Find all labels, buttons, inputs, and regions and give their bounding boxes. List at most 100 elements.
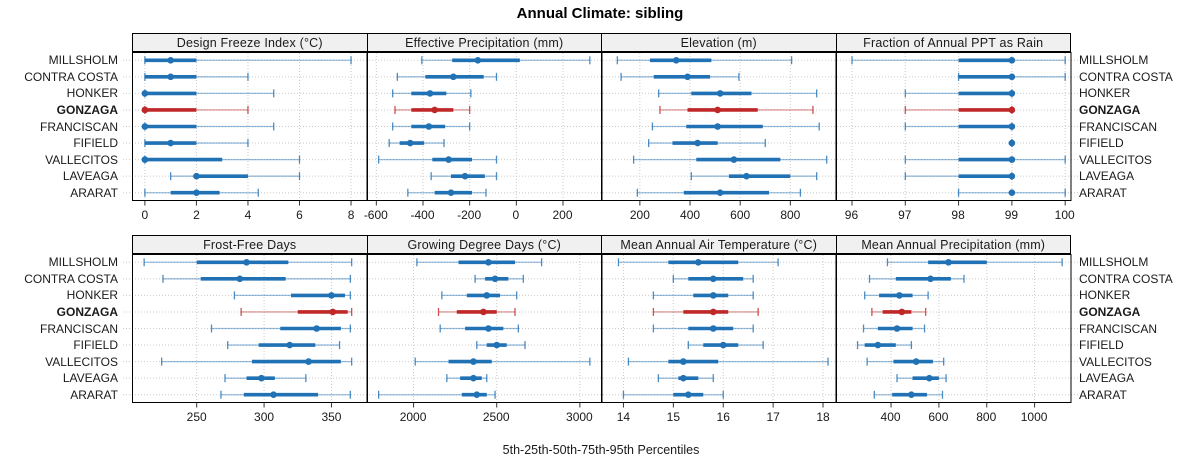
panel-plot: [366, 52, 602, 201]
site-label: CONTRA COSTA: [1079, 271, 1173, 286]
site-label-column-left: MILLSHOLM CONTRA COSTA HONKER GONZAGA FRANCI…: [0, 254, 125, 403]
axis-tick-label: 96: [844, 208, 859, 222]
axis-tick-label: 200: [552, 208, 573, 222]
site-label: MILLSHOLM: [48, 53, 118, 68]
panel-header: Growing Degree Days (°C): [366, 235, 602, 254]
site-label: FIFIELD: [73, 338, 118, 353]
axis-tick-label: 200: [629, 208, 650, 222]
site-label: GONZAGA: [56, 102, 118, 117]
panel-header: Elevation (m): [601, 33, 837, 52]
chart-title: Annual Climate: sibling: [516, 5, 684, 22]
site-label: LAVEAGA: [62, 371, 118, 386]
axis-ticks: [196, 403, 332, 408]
axis-tick-label: 600: [928, 410, 949, 424]
axis-tick-label: 100: [1054, 208, 1075, 222]
site-label: HONKER: [1079, 288, 1131, 303]
axis-tick-label: 2500: [482, 410, 510, 424]
site-label: LAVEAGA: [62, 169, 118, 184]
panel-plot: [601, 52, 837, 201]
axis-tick-label: 16: [716, 410, 730, 424]
axis-tick-label: 0: [512, 208, 520, 222]
axis-tick-label: 800: [780, 208, 801, 222]
site-label: MILLSHOLM: [1079, 53, 1149, 68]
site-label: ARARAT: [1079, 185, 1127, 200]
axis-ticks: [850, 201, 1066, 206]
axis-tick-label: 99: [1004, 208, 1019, 222]
axis-tick-label: 8: [347, 208, 355, 222]
site-label: FIFIELD: [73, 136, 118, 151]
site-label: FRANCISCAN: [39, 119, 118, 134]
axis-ticks: [639, 201, 791, 206]
axis-tick-label: 14: [616, 410, 631, 424]
site-label: FRANCISCAN: [1079, 321, 1158, 336]
site-label: FIFIELD: [1079, 136, 1124, 151]
panel-plot: [835, 52, 1071, 201]
panel-header: Frost-Free Days: [132, 235, 368, 254]
site-label-column-right: MILLSHOLM CONTRA COSTA HONKER GONZAGA FRANCI…: [1073, 254, 1193, 403]
axis-tick-label: 98: [951, 208, 965, 222]
site-label: FIFIELD: [1079, 338, 1124, 353]
site-label: ARARAT: [1079, 387, 1127, 402]
axis-tick-label: 400: [680, 208, 701, 222]
axis-tick-label: 300: [254, 410, 275, 424]
panel-plot: [132, 254, 368, 403]
panel-header: Fraction of Annual PPT as Rain: [835, 33, 1071, 52]
panel-header: Mean Annual Air Temperature (°C): [601, 235, 837, 254]
axis-ticks: [375, 201, 563, 206]
axis-ticks: [890, 403, 1035, 408]
axis-tick-label: 18: [816, 410, 830, 424]
axis-tick-label: 1000: [1020, 410, 1048, 424]
site-label-column-right: MILLSHOLM CONTRA COSTA HONKER GONZAGA FRANCI…: [1073, 52, 1193, 201]
site-label: GONZAGA: [1079, 304, 1141, 319]
axis-tick-label: 15: [666, 410, 681, 424]
axis-tick-label: 400: [880, 410, 901, 424]
site-label: GONZAGA: [56, 304, 118, 319]
site-label: MILLSHOLM: [1079, 255, 1149, 270]
axis-ticks: [622, 403, 824, 408]
site-label: CONTRA COSTA: [24, 69, 118, 84]
axis-tick-label: 600: [730, 208, 751, 222]
axis-tick-label: 2000: [399, 410, 427, 424]
axis-tick-label: -600: [363, 208, 388, 222]
site-label: MILLSHOLM: [48, 255, 118, 270]
site-label: ARARAT: [70, 185, 118, 200]
site-label: ARARAT: [70, 387, 118, 402]
axis-ticks: [412, 403, 580, 408]
site-label: LAVEAGA: [1079, 169, 1135, 184]
axis-ticks: [144, 201, 352, 206]
axis-tick-label: -400: [410, 208, 435, 222]
site-label: LAVEAGA: [1079, 371, 1135, 386]
axis-tick-label: 4: [244, 208, 252, 222]
axis-tick-label: 350: [321, 410, 342, 424]
x-axis-caption: 5th-25th-50th-75th-95th Percentiles: [502, 443, 700, 457]
site-label: FRANCISCAN: [1079, 119, 1158, 134]
site-label: VALLECITOS: [1079, 354, 1152, 369]
panel-plot: [835, 254, 1071, 403]
axis-tick-label: 800: [976, 410, 997, 424]
site-label: GONZAGA: [1079, 102, 1141, 117]
axis-tick-label: -200: [457, 208, 482, 222]
site-label: FRANCISCAN: [39, 321, 118, 336]
axis-tick-label: 6: [296, 208, 303, 222]
panel-plot: [132, 52, 368, 201]
panel-header: Mean Annual Precipitation (mm): [835, 235, 1071, 254]
site-label: VALLECITOS: [45, 354, 118, 369]
site-label: CONTRA COSTA: [24, 271, 118, 286]
site-label: HONKER: [66, 288, 118, 303]
axis-tick-label: 3000: [566, 410, 593, 424]
site-label: HONKER: [1079, 86, 1131, 101]
site-label: HONKER: [66, 86, 118, 101]
axis-tick-label: 97: [898, 208, 912, 222]
panel-header: Effective Precipitation (mm): [366, 33, 602, 52]
axis-tick-label: 250: [186, 410, 207, 424]
axis-tick-label: 0: [141, 208, 149, 222]
site-label: VALLECITOS: [45, 152, 118, 167]
site-label-column-left: MILLSHOLM CONTRA COSTA HONKER GONZAGA FRANCI…: [0, 52, 125, 201]
panel-header: Design Freeze Index (°C): [132, 33, 368, 52]
axis-tick-label: 17: [766, 410, 780, 424]
panel-plot: [601, 254, 837, 403]
panel-plot: [366, 254, 602, 403]
axis-tick-label: 2: [193, 208, 200, 222]
site-label: CONTRA COSTA: [1079, 69, 1173, 84]
